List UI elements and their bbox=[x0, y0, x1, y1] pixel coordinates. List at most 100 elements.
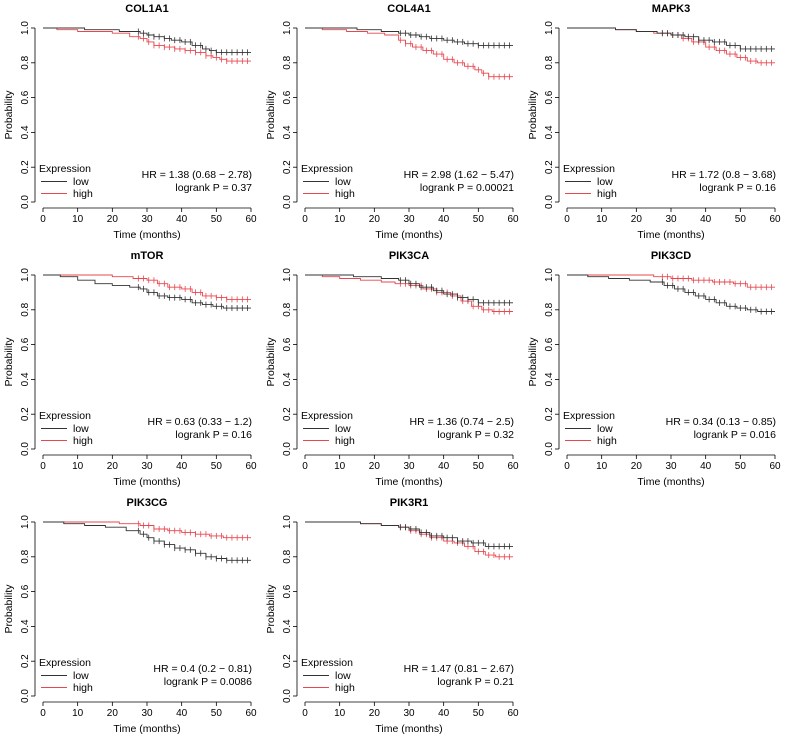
x-axis-label: Time (months) bbox=[375, 476, 442, 488]
x-axis-label: Time (months) bbox=[113, 723, 180, 735]
km-curve-low bbox=[43, 521, 251, 561]
x-tick-label: 40 bbox=[700, 461, 712, 472]
legend-title: Expression bbox=[563, 410, 615, 422]
km-chart-svg: PIK3CA 0 10 20 30 40 50 60 0.0 0.2 0.4 0.6 0.8 1.0 Tim… bbox=[265, 250, 519, 488]
y-tick-label: 0.4 bbox=[544, 125, 555, 139]
y-tick-label: 0.4 bbox=[20, 372, 31, 386]
y-tick-label: 1.0 bbox=[282, 268, 293, 282]
legend-label-high: high bbox=[597, 188, 617, 200]
x-tick-label: 60 bbox=[245, 708, 257, 719]
x-tick-label: 10 bbox=[334, 708, 346, 719]
censor-marks-high bbox=[399, 37, 510, 80]
y-tick-label: 0.6 bbox=[20, 337, 31, 351]
censor-marks-low bbox=[661, 278, 772, 315]
y-tick-label: 1.0 bbox=[544, 21, 555, 35]
logrank-p-text: logrank P = 0.016 bbox=[694, 429, 777, 441]
x-tick-label: 0 bbox=[40, 461, 46, 472]
x-tick-label: 60 bbox=[507, 708, 519, 719]
logrank-p-text: logrank P = 0.21 bbox=[437, 676, 514, 688]
y-tick-label: 0.8 bbox=[20, 549, 31, 563]
legend-title: Expression bbox=[301, 410, 353, 422]
legend-label-high: high bbox=[597, 435, 617, 447]
y-axis-label: Probability bbox=[527, 337, 539, 387]
x-tick-label: 20 bbox=[107, 214, 119, 225]
x-tick-label: 0 bbox=[40, 708, 46, 719]
x-tick-label: 50 bbox=[735, 461, 747, 472]
legend-label-high: high bbox=[73, 682, 93, 694]
censor-marks-low bbox=[661, 30, 772, 52]
logrank-p-text: logrank P = 0.00021 bbox=[420, 182, 514, 194]
logrank-p-text: logrank P = 0.16 bbox=[175, 429, 252, 441]
km-chart-svg: MAPK3 0 10 20 30 40 50 60 0.0 0.2 0.4 0.6 0.8 1.0 Time… bbox=[527, 3, 781, 241]
legend-label-high: high bbox=[73, 435, 93, 447]
x-tick-label: 60 bbox=[769, 214, 781, 225]
y-tick-label: 0.8 bbox=[282, 549, 293, 563]
y-tick-label: 0.6 bbox=[20, 584, 31, 598]
legend-label-low: low bbox=[73, 670, 89, 682]
hazard-ratio-text: HR = 0.34 (0.13 − 0.85) bbox=[666, 416, 776, 428]
km-chart-svg: PIK3CD 0 10 20 30 40 50 60 0.0 0.2 0.4 0.6 0.8 1.0 Tim… bbox=[527, 250, 781, 488]
hazard-ratio-text: HR = 2.98 (1.62 − 5.47) bbox=[404, 169, 514, 181]
y-tick-label: 0.6 bbox=[282, 584, 293, 598]
x-tick-label: 10 bbox=[596, 214, 608, 225]
km-panel-mapk3: MAPK3 0 10 20 30 40 50 60 0.0 0.2 0.4 0.6 0.8 1.0 Time… bbox=[525, 0, 787, 247]
x-tick-label: 40 bbox=[438, 708, 450, 719]
y-tick-label: 0.8 bbox=[544, 55, 555, 69]
hazard-ratio-text: HR = 1.36 (0.74 − 2.5) bbox=[410, 416, 514, 428]
km-curve-low bbox=[305, 521, 513, 547]
hazard-ratio-text: HR = 0.63 (0.33 − 1.2) bbox=[148, 416, 252, 428]
legend-title: Expression bbox=[301, 163, 353, 175]
x-tick-label: 30 bbox=[141, 461, 153, 472]
legend-label-low: low bbox=[73, 423, 89, 435]
km-curve-low bbox=[567, 27, 775, 50]
censor-marks-low bbox=[137, 28, 248, 56]
chart-title: PIK3CD bbox=[651, 250, 691, 262]
chart-title: MAPK3 bbox=[652, 3, 691, 15]
censor-marks-high bbox=[661, 30, 772, 66]
x-axis-label: Time (months) bbox=[375, 723, 442, 735]
legend-title: Expression bbox=[563, 163, 615, 175]
x-tick-label: 20 bbox=[107, 708, 119, 719]
km-curve-low bbox=[305, 274, 513, 304]
y-tick-label: 0.2 bbox=[20, 654, 31, 668]
km-curve-high bbox=[43, 521, 251, 539]
y-tick-label: 0.8 bbox=[544, 302, 555, 316]
x-tick-label: 30 bbox=[665, 461, 677, 472]
km-curve-low bbox=[567, 274, 775, 312]
y-tick-label: 0.4 bbox=[282, 619, 293, 633]
hazard-ratio-text: HR = 1.38 (0.68 − 2.78) bbox=[142, 169, 252, 181]
censor-marks-low bbox=[137, 284, 248, 312]
y-tick-label: 0.2 bbox=[20, 160, 31, 174]
x-tick-label: 30 bbox=[665, 214, 677, 225]
y-tick-label: 0.6 bbox=[544, 337, 555, 351]
x-tick-label: 20 bbox=[631, 461, 643, 472]
km-panel-pik3r1: PIK3R1 0 10 20 30 40 50 60 0.0 0.2 0.4 0.6 0.8 1.0 Tim… bbox=[263, 494, 525, 741]
y-tick-label: 1.0 bbox=[282, 515, 293, 529]
x-tick-label: 0 bbox=[302, 214, 308, 225]
km-panel-pik3ca: PIK3CA 0 10 20 30 40 50 60 0.0 0.2 0.4 0.6 0.8 1.0 Tim… bbox=[263, 247, 525, 494]
y-tick-label: 0.0 bbox=[282, 689, 293, 703]
y-tick-label: 0.2 bbox=[20, 407, 31, 421]
km-panel-pik3cd: PIK3CD 0 10 20 30 40 50 60 0.0 0.2 0.4 0.6 0.8 1.0 Tim… bbox=[525, 247, 787, 494]
x-tick-label: 40 bbox=[700, 214, 712, 225]
chart-title: PIK3CG bbox=[127, 497, 168, 509]
y-tick-label: 1.0 bbox=[544, 268, 555, 282]
km-curve-low bbox=[305, 27, 513, 46]
y-tick-label: 0.2 bbox=[282, 654, 293, 668]
chart-title: COL1A1 bbox=[125, 3, 168, 15]
x-tick-label: 10 bbox=[72, 214, 84, 225]
x-tick-label: 60 bbox=[507, 461, 519, 472]
chart-title: PIK3R1 bbox=[390, 497, 429, 509]
x-tick-label: 60 bbox=[245, 461, 257, 472]
x-tick-label: 60 bbox=[245, 214, 257, 225]
y-tick-label: 0.4 bbox=[282, 372, 293, 386]
km-curve-high bbox=[567, 274, 775, 288]
chart-title: COL4A1 bbox=[387, 3, 430, 15]
x-tick-label: 50 bbox=[211, 708, 223, 719]
legend-title: Expression bbox=[39, 163, 91, 175]
y-tick-label: 0.4 bbox=[20, 619, 31, 633]
hazard-ratio-text: HR = 1.72 (0.8 − 3.68) bbox=[672, 169, 776, 181]
x-tick-label: 20 bbox=[107, 461, 119, 472]
y-tick-label: 0.4 bbox=[20, 125, 31, 139]
x-tick-label: 40 bbox=[438, 461, 450, 472]
